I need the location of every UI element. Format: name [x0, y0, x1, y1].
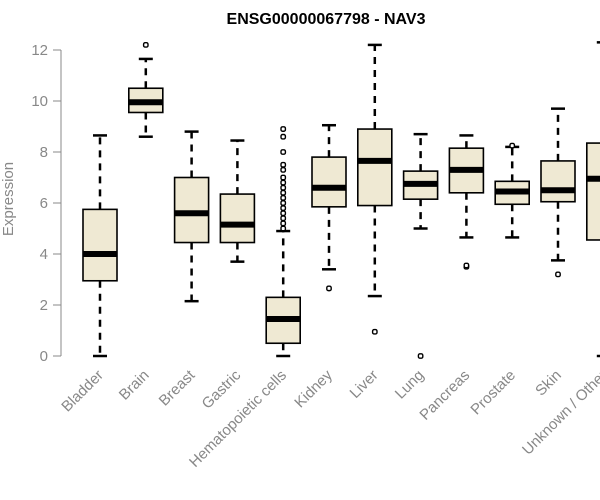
boxes [82, 41, 600, 359]
box-group [311, 123, 347, 292]
outlier-point [509, 142, 516, 149]
box-group [173, 130, 210, 303]
y-tick-label: 10 [31, 93, 48, 110]
box-group [265, 126, 302, 358]
box-iqr [585, 142, 600, 241]
outlier-point [555, 271, 561, 278]
box-iqr [82, 208, 118, 282]
y-tick-label: 12 [31, 42, 48, 59]
outlier-point [280, 179, 287, 186]
outlier-point [142, 42, 149, 48]
outlier-point [280, 161, 287, 168]
box-group [448, 134, 485, 270]
outlier-point [280, 194, 287, 201]
box-iqr [173, 176, 210, 244]
box-group [402, 132, 439, 359]
chart-title: ENSG00000067798 - NAV3 [227, 11, 426, 28]
y-tick-label: 2 [40, 297, 48, 314]
outlier-point [280, 220, 287, 227]
x-category-label: Liver [347, 367, 382, 402]
x-category-label: Lung [392, 367, 428, 403]
outlier-point [280, 166, 287, 173]
x-category-label: Breast [156, 366, 199, 409]
box-group [219, 139, 256, 263]
y-tick-label: 0 [40, 348, 48, 365]
box-group [494, 142, 531, 239]
y-tick-label: 6 [40, 195, 48, 212]
outlier-point [280, 149, 287, 155]
box-group [128, 42, 164, 138]
x-category-label: Skin [532, 367, 565, 400]
outlier-point [280, 174, 287, 181]
box-iqr [311, 156, 347, 208]
x-category-label: Pancreas [416, 367, 473, 424]
y-axis-label: Expression [0, 162, 17, 236]
box-group [585, 41, 600, 358]
outlier-point [280, 184, 287, 191]
box-iqr [540, 160, 576, 203]
outlier-point [280, 205, 287, 211]
box-group [356, 43, 393, 335]
outlier-point [280, 210, 287, 217]
outlier-point [371, 328, 378, 335]
outlier-point [280, 200, 287, 206]
outlier-point [280, 133, 287, 140]
x-category-label: Brain [116, 367, 153, 404]
x-category-label: Bladder [58, 367, 107, 416]
y-tick-label: 4 [40, 246, 48, 263]
outlier-point [280, 189, 287, 196]
box-group [540, 107, 576, 278]
y-tick-label: 8 [40, 144, 48, 161]
x-category-label: Prostate [467, 367, 519, 419]
outlier-point [280, 215, 287, 222]
outlier-point [326, 285, 332, 292]
x-category-label: Gastric [199, 366, 245, 412]
x-category-label: Kidney [291, 366, 336, 411]
y-axis-ticks: 0 2 4 6 8 10 12 [31, 42, 61, 365]
outlier-point [280, 225, 287, 232]
box-iqr [356, 128, 393, 207]
outlier-point [280, 126, 287, 132]
box-iqr [219, 193, 256, 244]
box-group [82, 134, 118, 358]
outlier-point [463, 262, 470, 269]
outlier-point [417, 353, 424, 359]
